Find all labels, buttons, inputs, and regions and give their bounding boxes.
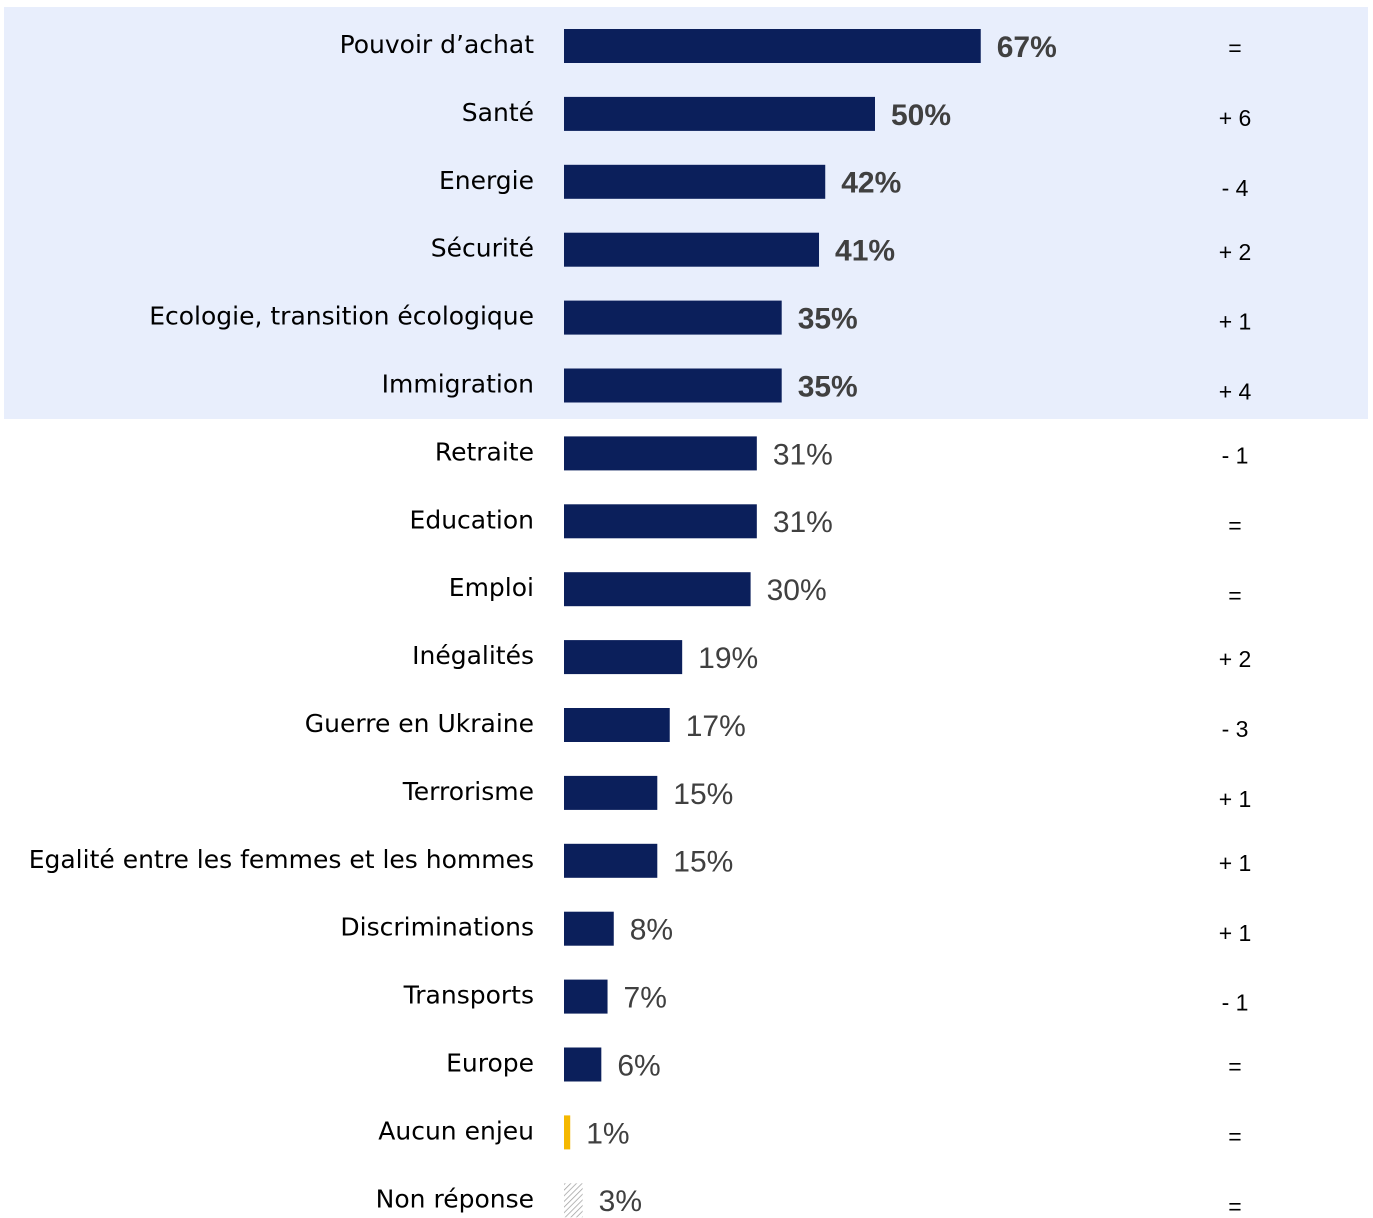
bar [564,572,751,607]
bar [564,368,782,403]
value-label: 15% [673,846,733,879]
category-label: Energie [439,166,534,195]
highlight-band [4,7,1368,419]
category-label: Pouvoir d’achat [340,30,535,59]
change-label: = [1228,35,1241,61]
bar [564,436,757,471]
value-label: 42% [841,167,901,200]
change-label: - 4 [1222,175,1249,201]
value-label: 31% [773,506,833,539]
category-label: Inégalités [412,641,534,670]
change-label: - 1 [1222,442,1249,468]
value-label: 31% [773,438,833,471]
category-label: Emploi [449,573,534,602]
bar [564,1115,571,1150]
value-label: 50% [891,99,951,132]
bar [564,911,614,946]
change-label: + 2 [1219,646,1252,672]
category-label: Education [410,505,534,534]
change-label: = [1228,1193,1241,1218]
bar [564,29,981,63]
value-label: 7% [624,982,667,1015]
bar [564,164,826,199]
value-label: 17% [686,710,746,743]
category-label: Terrorisme [402,777,534,806]
value-label: 1% [586,1117,629,1150]
category-label: Non réponse [376,1184,534,1213]
bar [564,1047,602,1082]
value-label: 6% [617,1049,660,1082]
change-label: + 1 [1219,920,1252,946]
category-label: Sécurité [431,234,534,263]
value-label: 35% [798,370,858,403]
bar [564,504,757,539]
bar [564,1183,583,1218]
change-label: - 1 [1222,990,1249,1016]
bar [564,979,608,1014]
value-label: 8% [630,914,673,947]
change-label: + 1 [1219,786,1252,812]
change-label: + 2 [1219,239,1252,265]
value-label: 41% [835,235,895,268]
category-label: Immigration [382,370,534,399]
bar [564,843,658,878]
bar [564,775,658,810]
change-label: + 1 [1219,850,1252,876]
value-label: 35% [798,303,858,336]
category-label: Santé [462,98,534,127]
change-label: = [1228,1123,1241,1149]
value-label: 19% [698,642,758,675]
category-label: Aucun enjeu [378,1116,534,1145]
bar [564,96,875,131]
value-label: 67% [997,31,1057,64]
bar [564,708,670,742]
bar [564,640,683,675]
category-label: Guerre en Ukraine [305,709,534,738]
value-label: 30% [767,574,827,607]
change-label: = [1228,512,1241,538]
category-label: Egalité entre les femmes et les hommes [29,845,534,874]
change-label: + 4 [1219,379,1252,405]
category-label: Retraite [435,437,534,466]
bar [564,300,782,335]
value-label: 3% [599,1185,642,1218]
change-label: + 1 [1219,309,1252,335]
change-label: + 6 [1219,105,1252,131]
change-label: - 3 [1222,716,1249,742]
change-label: = [1228,582,1241,608]
category-label: Europe [446,1049,534,1078]
category-label: Transports [403,981,534,1010]
bar [564,232,820,267]
category-label: Ecologie, transition écologique [149,302,534,331]
value-label: 15% [673,778,733,811]
change-label: = [1228,1054,1241,1080]
category-label: Discriminations [340,913,534,942]
